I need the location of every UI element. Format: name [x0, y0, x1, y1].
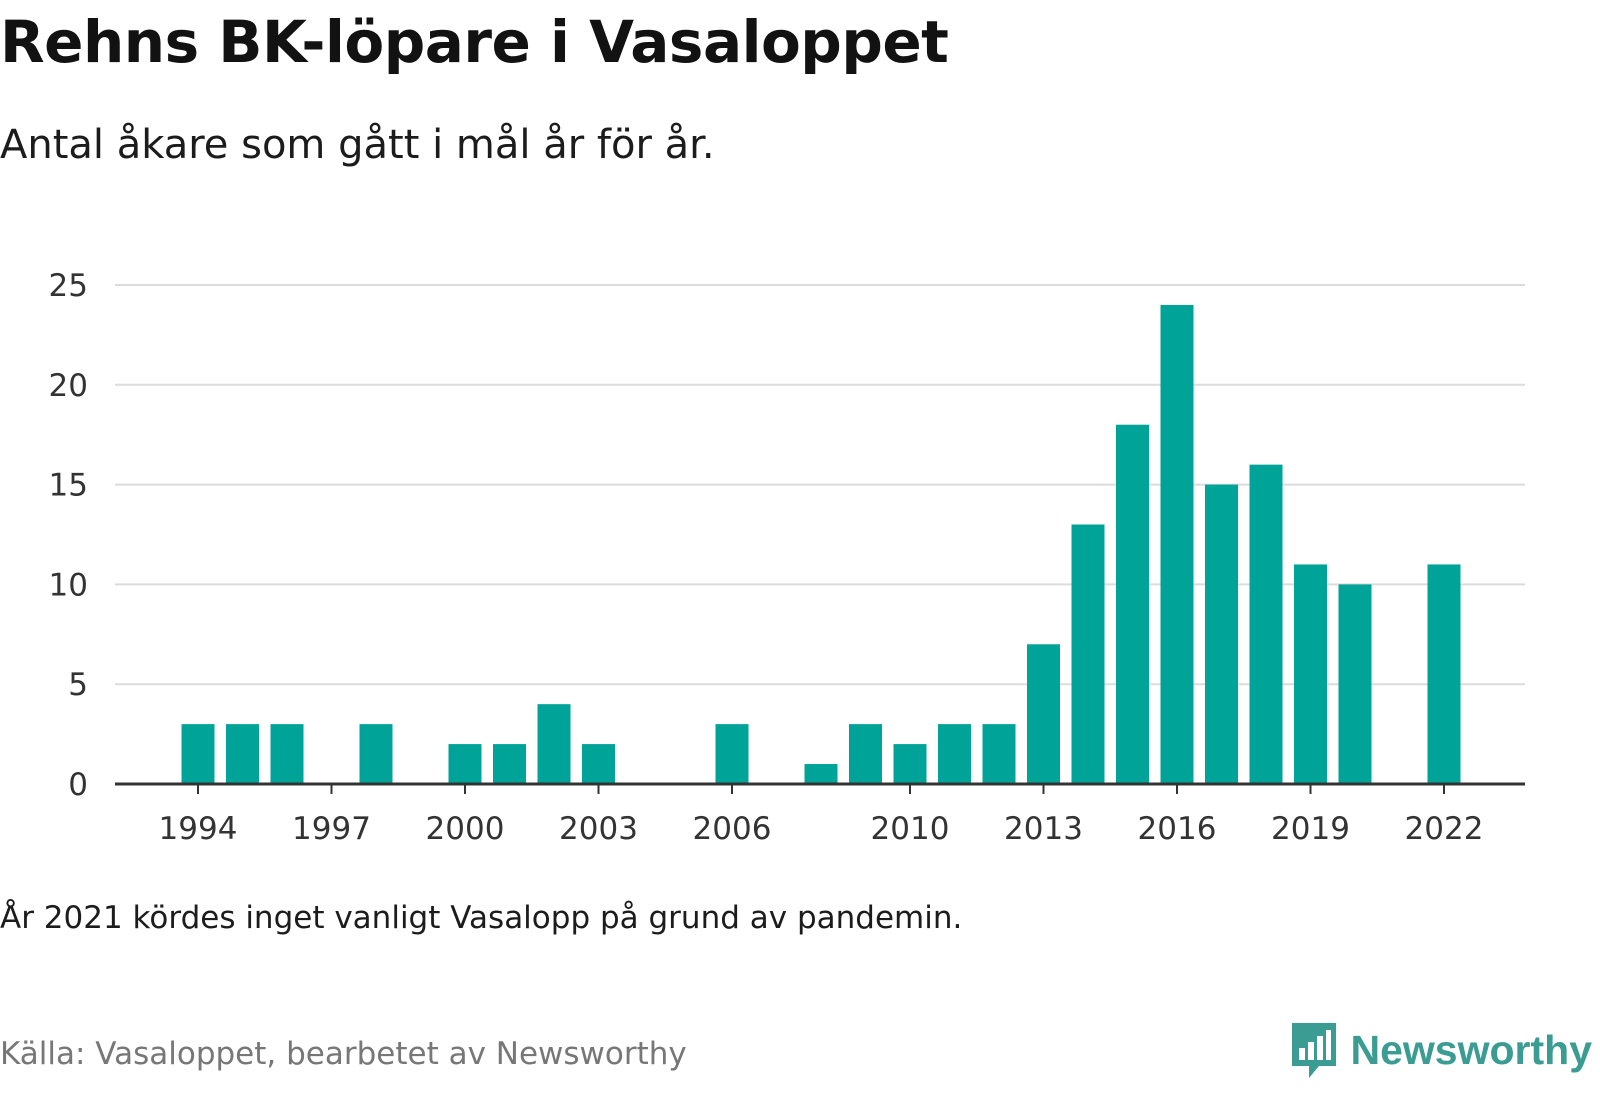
bar-2001 — [493, 744, 526, 784]
bar-2018 — [1249, 464, 1283, 784]
chart-note: År 2021 kördes inget vanligt Vasalopp på… — [0, 900, 963, 936]
y-tick-label: 25 — [49, 268, 88, 304]
brand-name: Newsworthy — [1350, 1026, 1593, 1073]
bar-2006 — [715, 724, 749, 784]
chart-subtitle: Antal åkare som gått i mål år för år. — [0, 122, 715, 168]
bar-2009 — [849, 724, 882, 784]
bar-2002 — [537, 704, 571, 784]
bar-1998 — [359, 724, 393, 784]
x-tick-label: 2013 — [1004, 811, 1083, 847]
y-tick-label: 15 — [49, 468, 88, 504]
bar-1995 — [226, 724, 259, 784]
bar-2015 — [1116, 424, 1149, 784]
y-tick-label: 20 — [49, 368, 88, 404]
y-tick-label: 0 — [68, 767, 88, 803]
bar-2000 — [448, 744, 482, 784]
x-tick-label: 2019 — [1271, 811, 1350, 847]
bar-2017 — [1205, 484, 1238, 784]
bar-2011 — [938, 724, 971, 784]
bar-2020 — [1338, 584, 1372, 784]
gridlines — [115, 284, 1525, 686]
x-tick-label: 1997 — [292, 811, 371, 847]
x-tick-label: 2006 — [693, 811, 772, 847]
y-tick-label: 5 — [68, 667, 88, 703]
newsworthy-logo-icon — [1291, 1023, 1336, 1078]
newsworthy-logo: Newsworthy — [1289, 1018, 1593, 1082]
bar-2008 — [804, 764, 838, 784]
bar-2014 — [1071, 524, 1105, 784]
bar-1996 — [270, 724, 304, 784]
bar-1994 — [181, 724, 215, 784]
bar-2016 — [1160, 304, 1194, 784]
bar-2022 — [1427, 564, 1461, 784]
x-tick-label: 2003 — [559, 811, 638, 847]
x-tick-label: 2016 — [1138, 811, 1217, 847]
bar-2019 — [1294, 564, 1327, 784]
bar-2010 — [893, 744, 927, 784]
x-tick-label: 1994 — [159, 811, 238, 847]
y-axis-ticks: 0 5 10 15 20 25 — [49, 268, 88, 803]
x-tick-label: 2000 — [426, 811, 505, 847]
bar-2003 — [582, 744, 615, 784]
bars — [181, 304, 1461, 784]
chart-source: Källa: Vasaloppet, bearbetet av Newswort… — [0, 1036, 687, 1072]
chart-title: Rehns BK-löpare i Vasaloppet — [0, 8, 949, 76]
x-axis-ticks: 1994 1997 2000 2003 2006 2010 2013 2016 2019 2022 — [159, 784, 1484, 847]
bar-chart: 0 5 10 15 20 25 1994 1997 2000 2003 2006 2010 2013 2… — [49, 268, 1525, 847]
bar-2012 — [982, 724, 1016, 784]
x-tick-label: 2010 — [871, 811, 950, 847]
y-tick-label: 10 — [49, 567, 88, 603]
x-tick-label: 2022 — [1405, 811, 1484, 847]
bar-2013 — [1027, 644, 1060, 784]
